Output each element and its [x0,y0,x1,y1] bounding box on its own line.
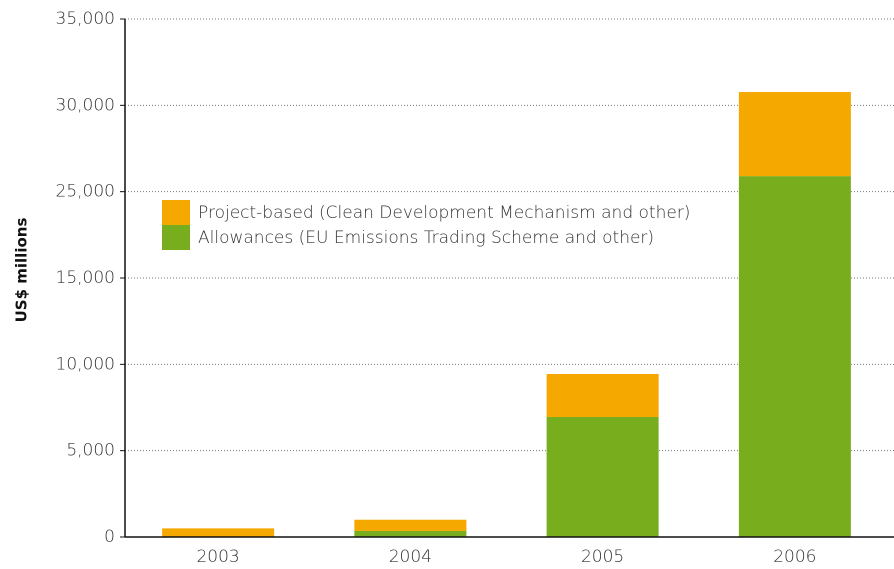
legend-label: Allowances (EU Emissions Trading Scheme … [198,228,654,248]
y-tick-label: 0 [104,527,115,547]
bar-segment [162,528,275,537]
y-axis-label: US$ millions [13,218,31,323]
y-tick-label: 15,000 [56,268,115,288]
bar-segment [354,519,467,531]
x-tick-label: 2006 [773,547,816,567]
bar-segment [546,416,659,537]
bar-segment [738,176,851,538]
y-tick-label: 25,000 [56,182,115,202]
legend-swatch [162,200,190,225]
x-tick-label: 2005 [581,547,624,567]
bar-segment [738,92,851,177]
x-tick-label: 2003 [196,547,239,567]
y-tick-label: 30,000 [56,95,115,115]
bar-segment [354,530,467,537]
legend-label: Project-based (Clean Development Mechani… [198,203,690,223]
bar-segment [546,374,659,417]
x-tick-label: 2004 [389,547,432,567]
y-tick-label: 35,000 [56,9,115,29]
legend-swatch [162,225,190,250]
y-tick-label: 5,000 [66,441,115,461]
y-tick-label: 10,000 [56,354,115,374]
